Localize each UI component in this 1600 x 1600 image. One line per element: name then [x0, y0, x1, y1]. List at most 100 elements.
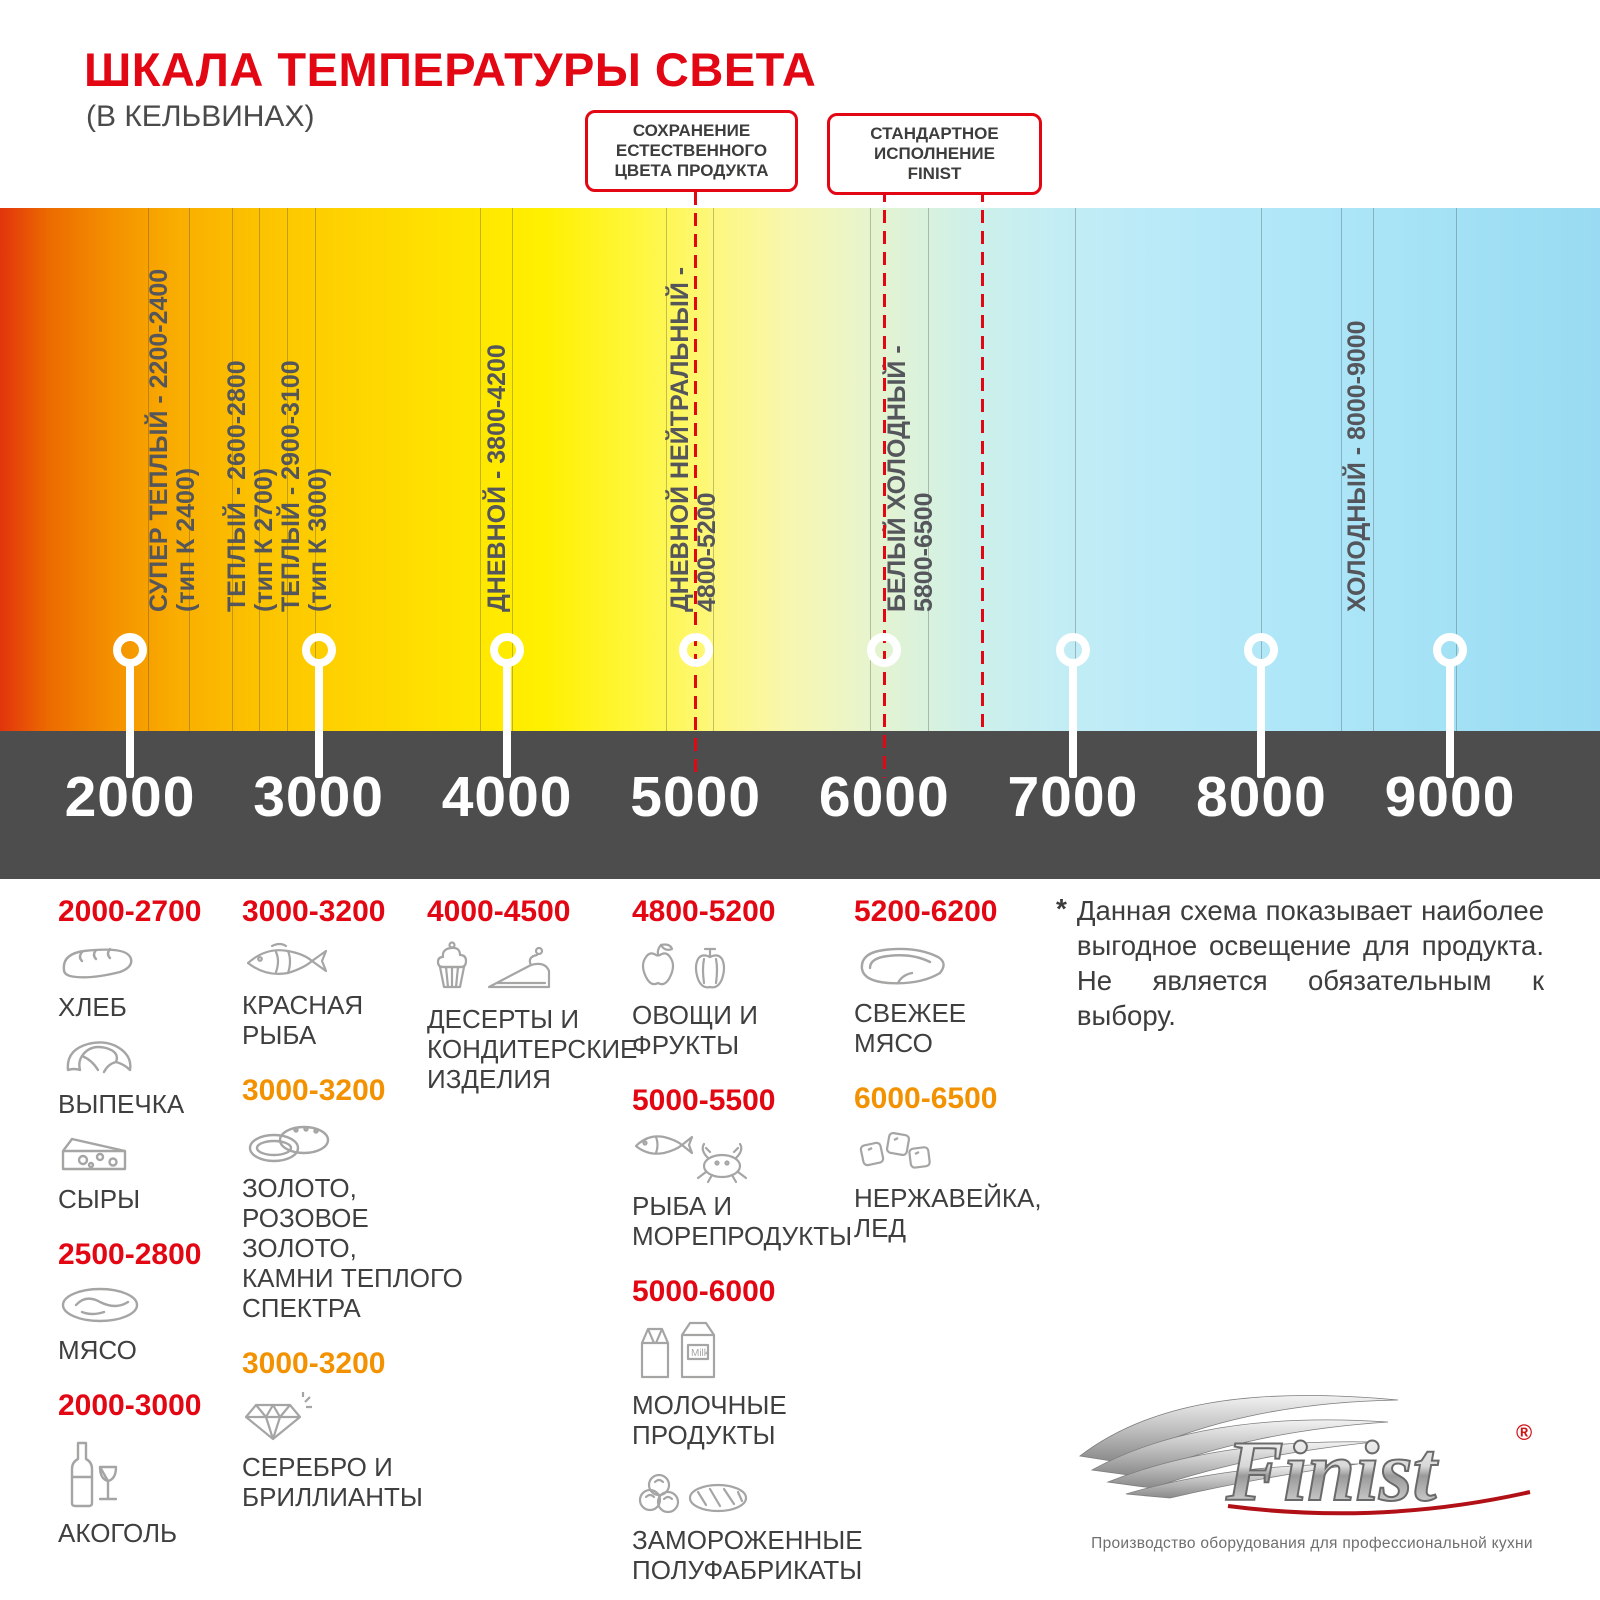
color-temperature-gradient: СУПЕР ТЕПЛЫЙ - 2200-2400 (тип К 2400) ТЕПЛ…	[0, 208, 1600, 731]
food-item: ДЕСЕРТЫ И КОНДИТЕРСКИЕ ИЗДЕЛИЯ	[427, 939, 638, 1094]
marker-circle	[1244, 633, 1279, 667]
food-item: АКОГОЛЬ	[58, 1433, 236, 1548]
scale-gridline	[188, 208, 190, 731]
croissant-icon	[58, 1032, 236, 1087]
kelvin-axis-band	[0, 731, 1600, 879]
food-label: КРАСНАЯ РЫБА	[242, 990, 364, 1050]
temperature-range: 3000-3200	[242, 1347, 386, 1380]
callout-natural-color: СОХРАНЕНИЕ ЕСТЕСТВЕННОГО ЦВЕТА ПРОДУКТА	[585, 110, 798, 192]
finist-logo-image: Finist ®	[1079, 1395, 1532, 1520]
scale-label-line: ХОЛОДНЫЙ - 8000-9000	[1343, 320, 1372, 612]
food-item: МЯСО	[58, 1282, 236, 1365]
marker-stem	[503, 660, 512, 778]
logo-caption: Производство оборудования для профессион…	[1091, 1535, 1533, 1552]
temperature-range: 2000-2700	[58, 895, 202, 928]
food-label: СЫРЫ	[58, 1184, 141, 1214]
cheese-icon	[58, 1129, 236, 1182]
page-subtitle: (В КЕЛЬВИНАХ)	[86, 100, 315, 133]
marker-stem	[1446, 660, 1454, 778]
scale-label-text: ТЕПЛЫЙ - 2600-2800 (тип К 2700)	[222, 360, 278, 612]
marker-stem	[314, 660, 323, 778]
temperature-range: 5000-5500	[632, 1084, 776, 1117]
marker-stem	[126, 660, 134, 778]
scale-label-line: (тип К 2400)	[172, 467, 201, 612]
food-label: МОЛОЧНЫЕ ПРОДУКТЫ	[632, 1390, 787, 1450]
marker-circle	[867, 633, 902, 667]
callout-pointer-line	[694, 192, 698, 778]
desserts-icon	[427, 939, 635, 1002]
callout-finist-standard-text: СТАНДАРТНОЕ ИСПОЛНЕНИЕ FINIST	[870, 124, 999, 183]
logo-red-swoosh	[1227, 1490, 1531, 1516]
callout-natural-color-text: СОХРАНЕНИЕ ЕСТЕСТВЕННОГО ЦВЕТА ПРОДУКТА	[614, 121, 769, 180]
food-label: СВЕЖЕЕ МЯСО	[854, 998, 967, 1058]
temperature-range: 2000-3000	[58, 1389, 202, 1422]
food-item: КРАСНАЯ РЫБА	[242, 939, 484, 1050]
scale-label-line: (тип К 2700)	[249, 467, 278, 612]
ice-icon	[854, 1126, 1059, 1181]
food-item: ЗОЛОТО, РОЗОВОЕ ЗОЛОТО, КАМНИ ТЕПЛОГО СП…	[242, 1118, 484, 1323]
callout-pointer-line	[882, 189, 886, 778]
food-item: СЫРЫ	[58, 1129, 236, 1214]
scale-gridline	[1074, 208, 1076, 731]
scale-label-text: БЕЛЫЙ ХОЛОДНЫЙ -5800-6500	[882, 345, 938, 612]
scale-gridline	[259, 208, 261, 731]
frozen-icon	[632, 1460, 918, 1523]
food-label: ЗОЛОТО, РОЗОВОЕ ЗОЛОТО, КАМНИ ТЕПЛОГО СП…	[242, 1173, 463, 1323]
alcohol-icon	[58, 1433, 236, 1516]
food-column: 4000-4500 ДЕСЕРТЫ И КОНДИТЕРСКИЕ ИЗДЕЛИЯ	[427, 895, 638, 1104]
callout-finist-standard: СТАНДАРТНОЕ ИСПОЛНЕНИЕ FINIST	[827, 113, 1042, 195]
svg-text:Milk: Milk	[691, 1348, 710, 1359]
scale-label-line: 5800-6500	[909, 492, 938, 612]
fish-icon	[242, 939, 484, 988]
food-label: ХЛЕБ	[58, 992, 127, 1022]
scale-label-line: ДНЕВНОЙ - 3800-4200	[483, 344, 512, 612]
food-recommendations: 2000-2700 ХЛЕБ ВЫПЕЧКА СЫРЫ 2500-2800 МЯСО 200…	[0, 895, 1600, 1600]
scale-gridline	[927, 208, 929, 731]
footnote-asterisk: *	[1056, 893, 1067, 924]
food-item: РЫБА И МОРЕПРОДУКТЫ	[632, 1128, 918, 1251]
marker-circle	[1055, 633, 1090, 667]
food-label: АКОГОЛЬ	[58, 1518, 178, 1548]
food-item: СВЕЖЕЕ МЯСО	[854, 939, 1059, 1058]
meat-icon	[58, 1282, 236, 1333]
food-label: НЕРЖАВЕЙКА, ЛЕД	[854, 1183, 1042, 1243]
dairy-icon: Milk	[632, 1319, 918, 1388]
fresh-meat-icon	[854, 939, 1059, 996]
scale-gridline	[870, 208, 872, 731]
marker-circle	[678, 633, 713, 667]
bread-icon	[58, 939, 236, 990]
temperature-range: 3000-3200	[242, 1074, 386, 1107]
temperature-range: 4000-4500	[427, 895, 571, 928]
scale-label-line: ТЕПЛЫЙ - 2600-2800	[222, 360, 251, 612]
scale-gridline	[314, 208, 316, 731]
scale-label-line: БЕЛЫЙ ХОЛОДНЫЙ -	[882, 345, 911, 612]
food-item: Milk МОЛОЧНЫЕ ПРОДУКТЫ	[632, 1319, 918, 1450]
footnote-text: Данная схема показывает наиболее выгодно…	[1076, 895, 1544, 1031]
diamond-icon	[242, 1391, 484, 1450]
marker-circle	[1433, 633, 1467, 667]
temperature-range: 4800-5200	[632, 895, 776, 928]
page-title: ШКАЛА ТЕМПЕРАТУРЫ СВЕТА	[84, 43, 817, 96]
food-label: ДЕСЕРТЫ И КОНДИТЕРСКИЕ ИЗДЕЛИЯ	[427, 1004, 638, 1094]
scale-label-line: (тип К 3000)	[304, 467, 333, 612]
scale-label-line: ТЕПЛЫЙ - 2900-3100	[277, 360, 306, 612]
scale-label-text: ДНЕВНОЙ - 3800-4200	[483, 344, 512, 612]
marker-circle	[301, 633, 336, 667]
scale-label-text: ХОЛОДНЫЙ - 8000-9000	[1343, 320, 1372, 612]
food-label: ВЫПЕЧКА	[58, 1089, 185, 1119]
scale-gridline	[712, 208, 714, 731]
finist-logo: Finist ® Производство оборудования для п…	[1078, 1378, 1546, 1553]
marker-stem	[1257, 660, 1266, 778]
food-item: ВЫПЕЧКА	[58, 1032, 236, 1119]
scale-label-line: 4800-5200	[692, 492, 721, 612]
callout-pointer-line	[980, 189, 984, 731]
temperature-range: 5000-6000	[632, 1275, 776, 1308]
food-column: 5200-6200 СВЕЖЕЕ МЯСО 6000-6500 НЕРЖАВЕЙКА,…	[854, 895, 1059, 1253]
temperature-range: 6000-6500	[854, 1082, 998, 1115]
marker-stem	[1068, 660, 1077, 778]
scale-gridline	[286, 208, 288, 731]
food-column: 3000-3200 КРАСНАЯ РЫБА 3000-3200 ЗОЛОТО, РО…	[242, 895, 484, 1522]
scale-label-line: ДНЕВНОЙ НЕЙТРАЛЬНЫЙ -	[665, 266, 694, 612]
marker-circle	[490, 633, 525, 667]
